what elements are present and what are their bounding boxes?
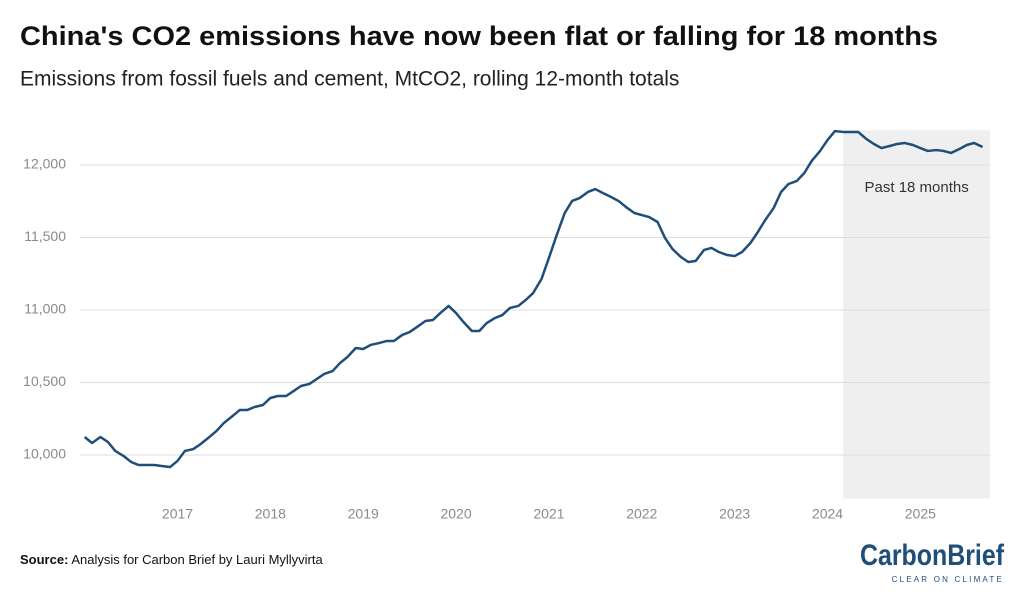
y-tick-label: 12,000 [23,156,66,172]
y-tick-label: 11,000 [24,301,66,317]
chart-title: China's CO2 emissions have now been flat… [20,21,938,51]
source-label: Source: [20,552,68,567]
x-tick-label: 2018 [255,506,286,522]
logo: CarbonBrief [860,539,1005,572]
x-tick-label: 2022 [626,506,657,522]
logo-tagline: CLEAR ON CLIMATE [892,575,1004,584]
source: Source: Analysis for Carbon Brief by Lau… [20,552,324,567]
y-tick-label: 10,500 [23,373,66,389]
x-tick-label: 2017 [162,506,193,522]
source-text: Analysis for Carbon Brief by Lauri Mylly… [71,552,323,567]
highlight-band [843,130,990,499]
data-line [83,129,984,469]
chart-subtitle: Emissions from fossil fuels and cement, … [20,68,679,91]
y-tick-label: 10,000 [23,446,66,462]
x-tick-label: 2019 [348,506,379,522]
x-tick-label: 2025 [905,506,936,522]
x-tick-label: 2023 [719,506,750,522]
x-tick-label: 2024 [812,506,843,522]
x-tick-label: 2020 [440,506,471,522]
x-tick-label: 2021 [533,506,564,522]
y-tick-label: 11,500 [24,228,66,244]
highlight-label: Past 18 months [865,179,969,196]
